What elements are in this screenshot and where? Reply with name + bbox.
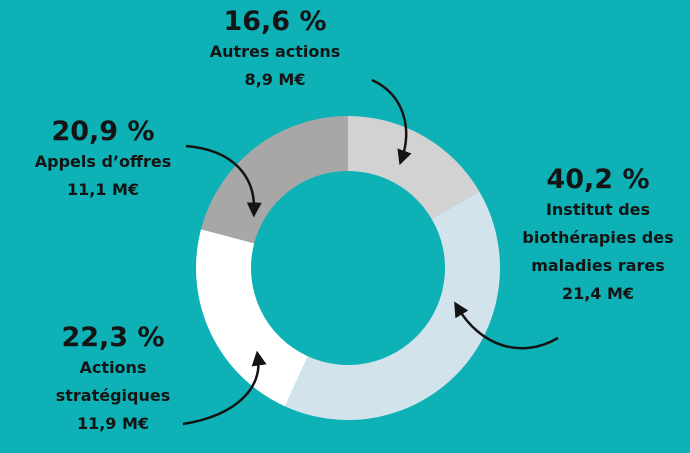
segment-label: 16,6 % Autres actions 8,9 M€ bbox=[175, 6, 375, 94]
amount-label: 8,9 M€ bbox=[244, 70, 306, 89]
donut-segment bbox=[348, 116, 480, 220]
category-label: Institut des biothérapies des maladies r… bbox=[522, 200, 674, 275]
value-label: 20,9 % bbox=[51, 116, 155, 147]
donut-segment bbox=[285, 191, 501, 421]
amount-label: 11,9 M€ bbox=[76, 414, 150, 433]
value-label: 22,3 % bbox=[61, 322, 165, 353]
category-label: Appels d’offres bbox=[34, 152, 172, 171]
arrow bbox=[185, 144, 262, 218]
arrow bbox=[454, 301, 559, 350]
donut bbox=[195, 115, 501, 421]
amount-label: 11,1 M€ bbox=[66, 180, 140, 199]
value-label: 16,6 % bbox=[223, 6, 327, 37]
donut-segment bbox=[201, 115, 348, 244]
segment-label: 20,9 % Appels d’offres 11,1 M€ bbox=[3, 116, 203, 204]
arrows bbox=[182, 78, 559, 426]
value-label: 40,2 % bbox=[546, 164, 650, 195]
arrow bbox=[371, 78, 412, 166]
category-label: Actions stratégiques bbox=[55, 358, 171, 405]
segment-label: 40,2 % Institut des biothérapies des mala… bbox=[506, 164, 690, 308]
segment-label: 22,3 % Actions stratégiques 11,9 M€ bbox=[53, 322, 173, 438]
donut-segment bbox=[195, 229, 308, 407]
arrow bbox=[182, 350, 267, 426]
category-label: Autres actions bbox=[209, 42, 341, 61]
amount-label: 21,4 M€ bbox=[561, 284, 635, 303]
